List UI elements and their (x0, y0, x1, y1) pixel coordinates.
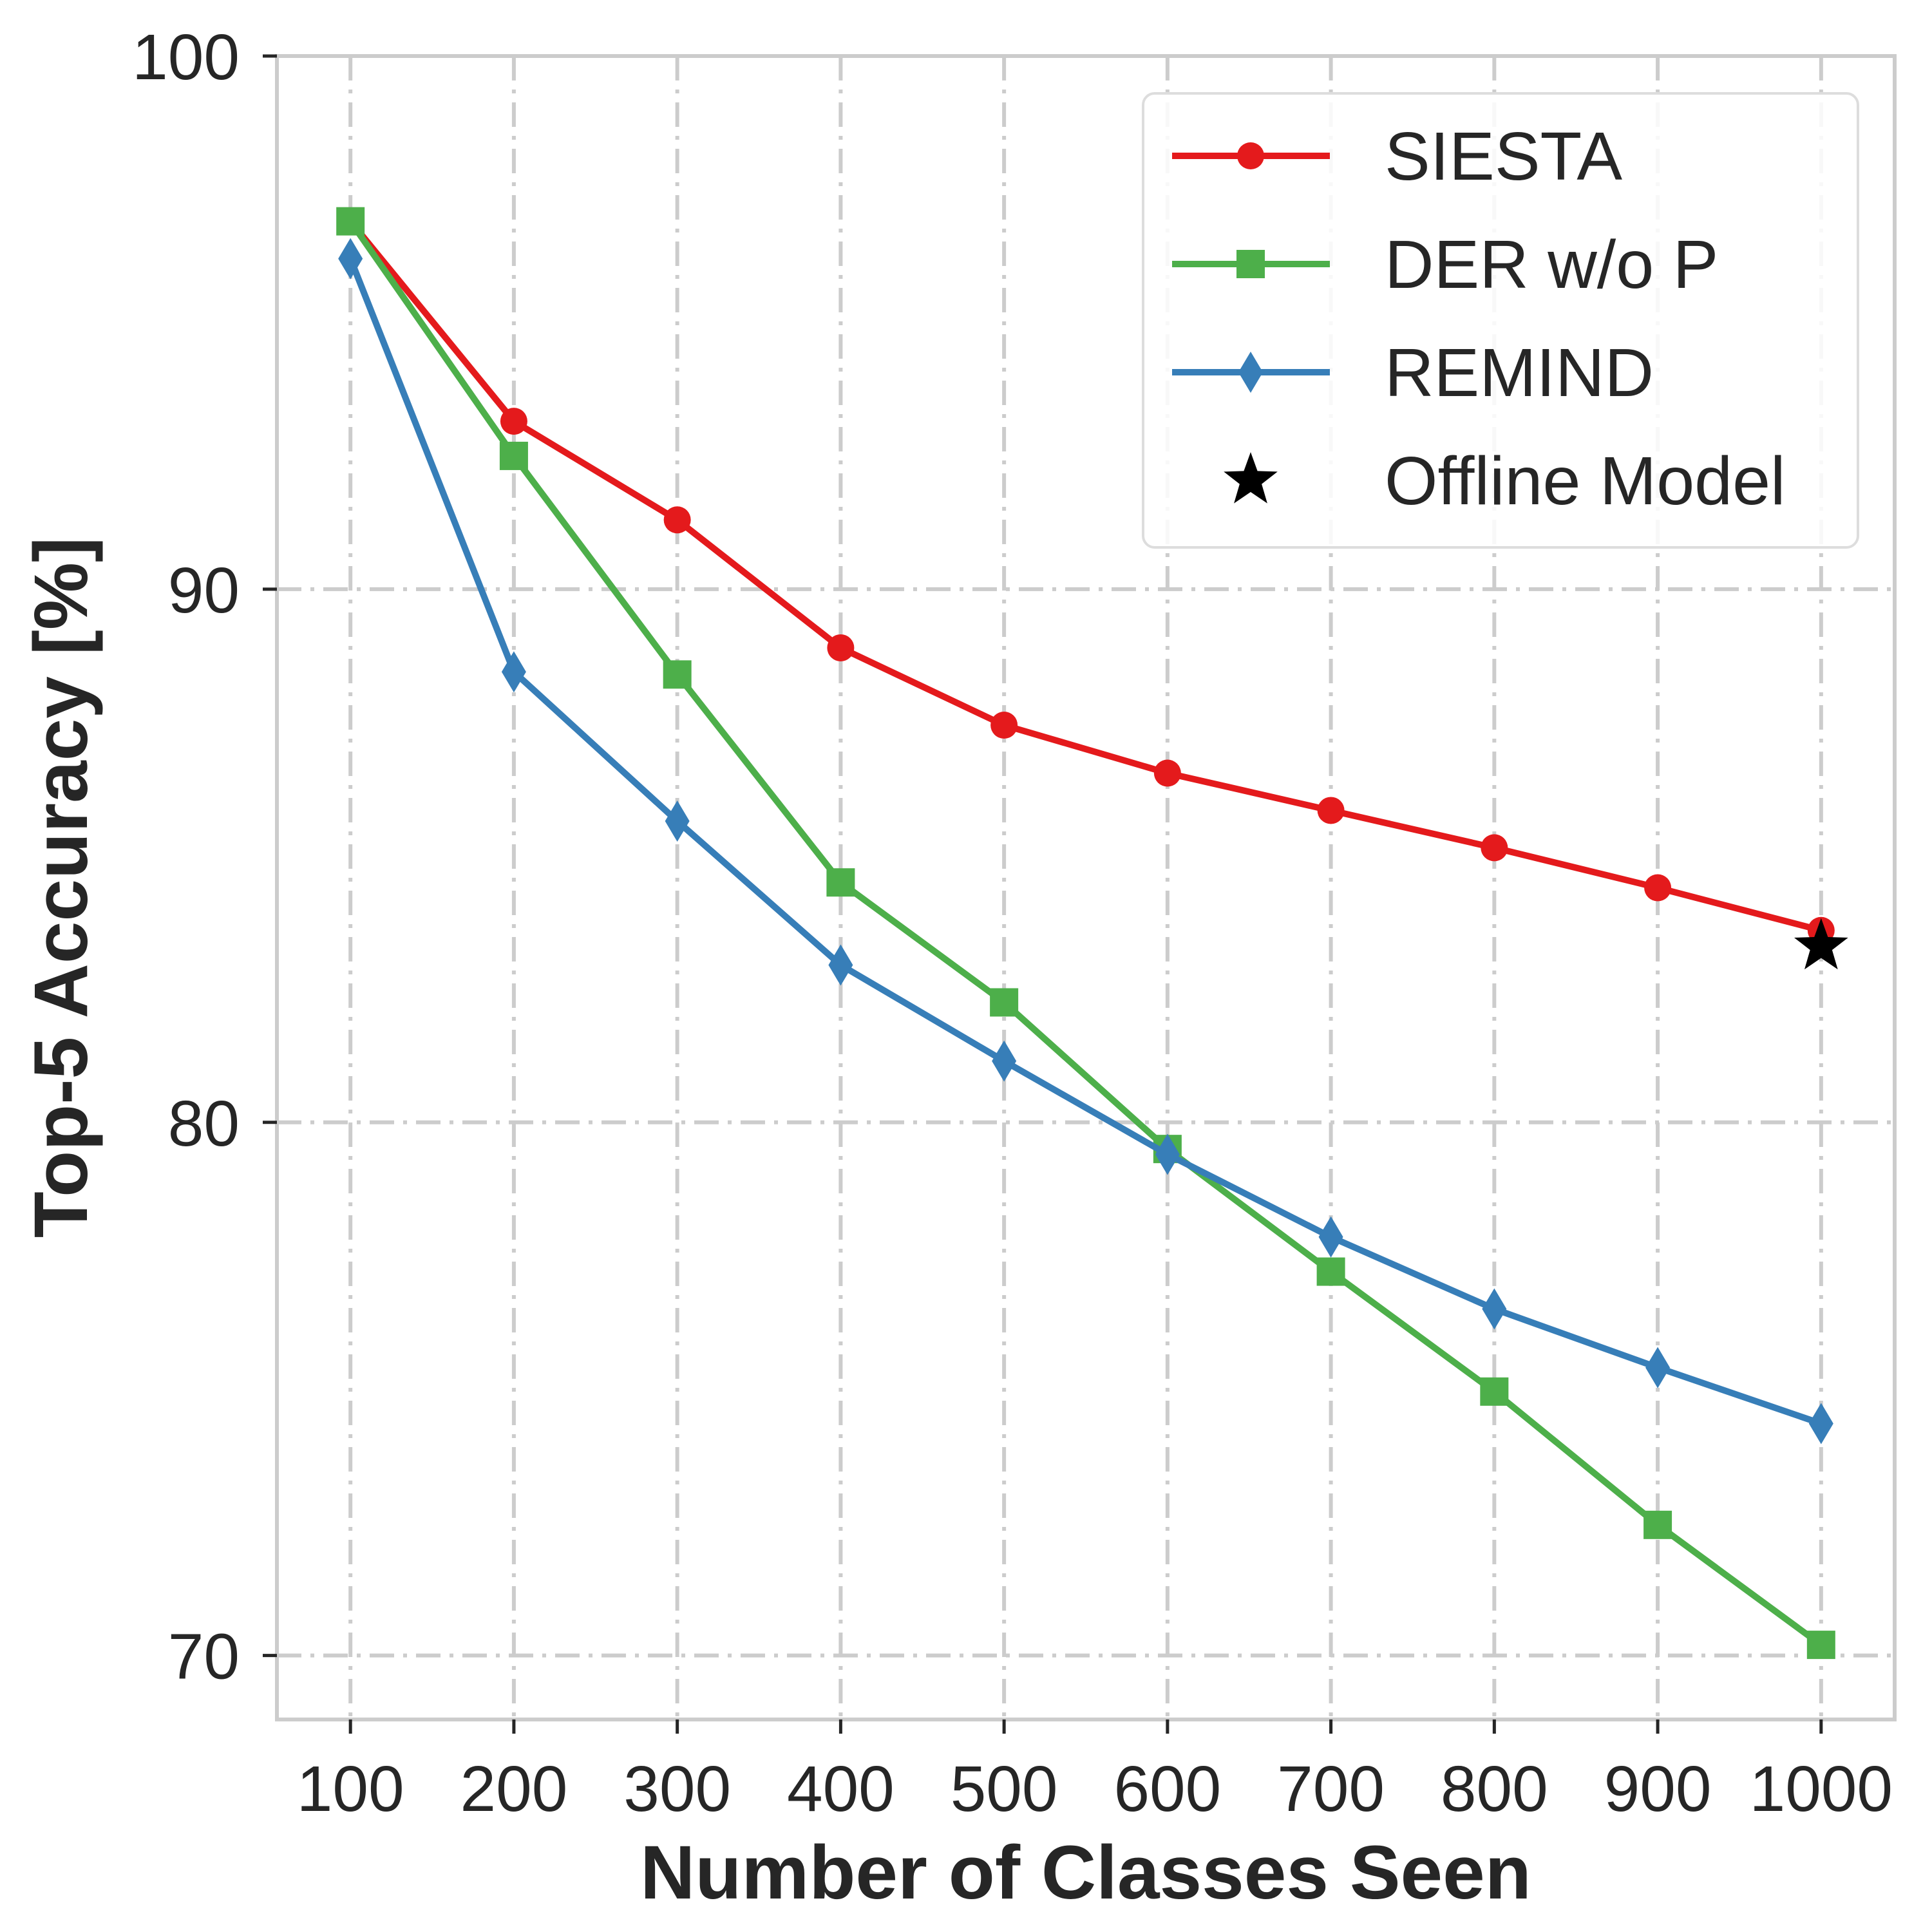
data-point-remind (992, 1040, 1017, 1082)
legend-marker (1224, 452, 1278, 504)
legend-label: DER w/o P (1385, 227, 1718, 303)
data-point-remind (1808, 1403, 1833, 1444)
data-point-der-w-o-p (1480, 1377, 1509, 1406)
legend: SIESTA DER w/o P REMIND Offline Model (1142, 92, 1859, 549)
y-axis-label: Top-5 Accuracy [%] (19, 537, 104, 1238)
data-point-der-w-o-p (990, 988, 1019, 1017)
legend-item-remind: REMIND (1172, 335, 1654, 411)
legend-marker (1237, 142, 1264, 169)
data-point-remind (665, 800, 690, 842)
legend-item-der-w-o-p: DER w/o P (1172, 227, 1718, 303)
data-point-siesta (1153, 759, 1181, 787)
data-point-remind (828, 944, 853, 986)
x-tick-label: 700 (1277, 1753, 1385, 1825)
axis-ticks: 100 200 300 400 500 600 700 800 900 1000 70 80 90 100 (132, 21, 1893, 1825)
x-axis-label: Number of Classes Seen (640, 1830, 1531, 1915)
y-tick-label: 80 (168, 1088, 240, 1160)
x-tick-label: 200 (460, 1753, 567, 1825)
y-tick-label: 100 (132, 21, 240, 93)
data-point-siesta (663, 506, 691, 534)
point-offline-model (1794, 918, 1848, 970)
legend-item-siesta: SIESTA (1172, 118, 1622, 194)
data-point-remind (1318, 1216, 1343, 1258)
x-tick-label: 300 (623, 1753, 731, 1825)
series-line-der-w-o-p (348, 219, 1823, 1648)
data-point-siesta (1481, 834, 1508, 862)
data-point-der-w-o-p (1316, 1257, 1345, 1286)
data-point-der-w-o-p (1806, 1631, 1835, 1660)
data-point-remind (1155, 1133, 1180, 1175)
legend-marker (1236, 250, 1265, 278)
data-point-der-w-o-p (499, 441, 528, 470)
data-point-der-w-o-p (663, 660, 692, 689)
data-point-siesta (500, 408, 527, 435)
x-tick-label: 800 (1441, 1753, 1548, 1825)
x-tick-label: 400 (787, 1753, 895, 1825)
data-point-remind (1645, 1347, 1671, 1388)
series-line-remind (347, 257, 1823, 1427)
legend-label: REMIND (1385, 335, 1654, 411)
data-point-remind (501, 651, 526, 693)
points-layer (1794, 918, 1848, 970)
data-point-siesta (1317, 797, 1345, 824)
legend-item-offline-model: Offline Model (1224, 443, 1786, 519)
y-tick-label: 90 (168, 554, 240, 627)
series-line-siesta (348, 219, 1823, 934)
y-tick-label: 70 (168, 1621, 240, 1693)
x-tick-label: 1000 (1750, 1753, 1893, 1825)
data-point-der-w-o-p (826, 868, 855, 897)
data-point-remind (338, 238, 363, 279)
data-point-remind (1482, 1288, 1507, 1330)
data-point-der-w-o-p (336, 207, 365, 236)
series-remind (338, 238, 1833, 1444)
data-point-der-w-o-p (1643, 1510, 1672, 1539)
x-tick-label: 900 (1604, 1753, 1712, 1825)
data-point-siesta (827, 634, 855, 661)
x-tick-label: 100 (297, 1753, 404, 1825)
series-layer (336, 207, 1835, 1660)
plot-frame (275, 54, 1897, 1721)
data-point-siesta (990, 711, 1018, 739)
legend-box (1142, 92, 1859, 549)
legend-label: SIESTA (1385, 118, 1622, 194)
x-tick-label: 600 (1113, 1753, 1221, 1825)
legend-marker (1238, 352, 1263, 393)
data-point-siesta (1644, 874, 1672, 902)
legend-label: Offline Model (1385, 443, 1786, 519)
x-tick-label: 500 (951, 1753, 1058, 1825)
